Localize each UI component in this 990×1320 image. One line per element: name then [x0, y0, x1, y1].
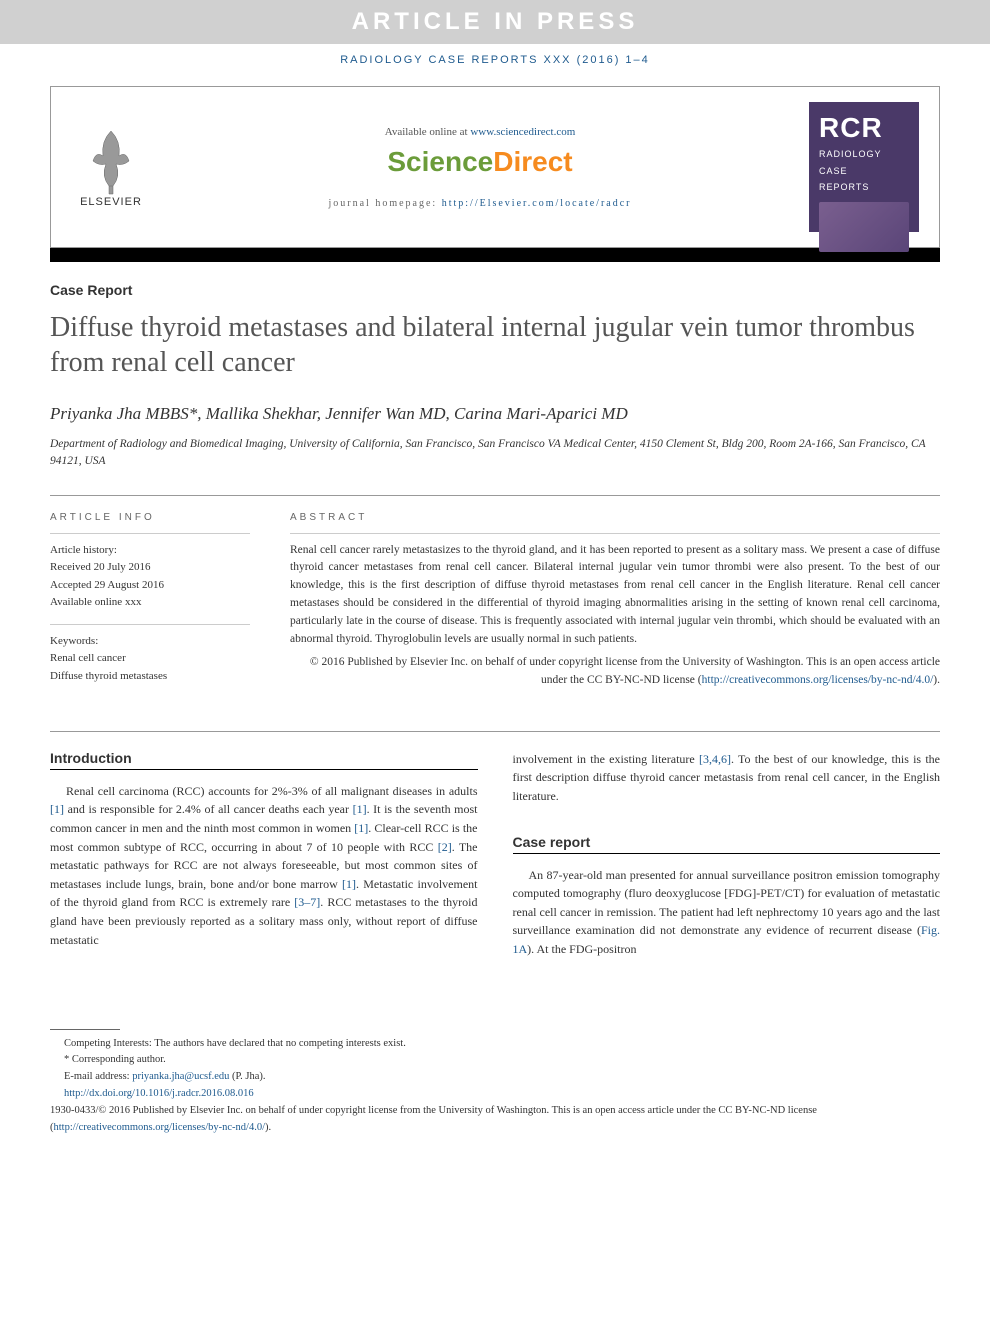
authors-list: Priyanka Jha MBBS*, Mallika Shekhar, Jen… [50, 404, 940, 424]
rcr-acronym: RCR [819, 112, 909, 144]
header-center: Available online at www.sciencedirect.co… [151, 126, 809, 209]
citation-3[interactable]: [1] [354, 821, 368, 835]
page-footer: Competing Interests: The authors have de… [0, 1029, 990, 1167]
rcr-line2: CASE [819, 165, 909, 178]
accepted-date: Accepted 29 August 2016 [50, 577, 250, 595]
article-in-press-banner: ARTICLE IN PRESS [0, 0, 990, 44]
homepage-link[interactable]: http://Elsevier.com/locate/radcr [442, 198, 632, 209]
email-line: E-mail address: priyanka.jha@ucsf.edu (P… [50, 1069, 940, 1086]
introduction-heading: Introduction [50, 750, 478, 770]
sd-direct-text: Direct [493, 146, 572, 177]
available-date: Available online xxx [50, 594, 250, 612]
corresponding-author: * Corresponding author. [50, 1052, 940, 1069]
elsevier-text: ELSEVIER [71, 196, 151, 208]
keyword-1: Renal cell cancer [50, 650, 250, 668]
case-report-heading: Case report [513, 834, 941, 854]
doi-link[interactable]: http://dx.doi.org/10.1016/j.radcr.2016.0… [50, 1086, 940, 1103]
received-date: Received 20 July 2016 [50, 559, 250, 577]
abstract-column: ABSTRACT Renal cell cancer rarely metast… [290, 512, 940, 701]
case-text-2: ). At the FDG-positron [527, 942, 636, 956]
body-two-columns: Introduction Renal cell carcinoma (RCC) … [50, 731, 940, 959]
article-type: Case Report [50, 282, 940, 298]
intro-text-2: and is responsible for 2.4% of all cance… [64, 802, 353, 816]
case-report-paragraph: An 87-year-old man presented for annual … [513, 866, 941, 959]
citation-5[interactable]: [1] [342, 877, 356, 891]
competing-interests: Competing Interests: The authors have de… [50, 1036, 940, 1053]
article-history-section: Article history: Received 20 July 2016 A… [50, 533, 250, 612]
copyright-close: ). [933, 674, 940, 686]
citation-2[interactable]: [1] [353, 802, 367, 816]
elsevier-logo: ELSEVIER [71, 126, 151, 208]
abstract-body: Renal cell cancer rarely metastasizes to… [290, 533, 940, 689]
case-text-1: An 87-year-old man presented for annual … [513, 868, 941, 938]
col2-text-1: involvement in the existing literature [513, 752, 699, 766]
issn-copyright: 1930-0433/© 2016 Published by Elsevier I… [50, 1103, 940, 1137]
email-suffix: (P. Jha). [229, 1071, 265, 1082]
issn-close: ). [265, 1122, 271, 1133]
rcr-line3: REPORTS [819, 181, 909, 194]
sd-science-text: Science [387, 146, 493, 177]
rcr-journal-logo: RCR RADIOLOGY CASE REPORTS [809, 102, 919, 232]
sciencedirect-link[interactable]: www.sciencedirect.com [470, 126, 575, 138]
citation-1[interactable]: [1] [50, 802, 64, 816]
right-column: involvement in the existing literature [… [513, 750, 941, 959]
affiliation: Department of Radiology and Biomedical I… [50, 436, 940, 471]
left-column: Introduction Renal cell carcinoma (RCC) … [50, 750, 478, 959]
citation-6[interactable]: [3–7] [294, 895, 320, 909]
journal-reference: RADIOLOGY CASE REPORTS XXX (2016) 1–4 [0, 44, 990, 76]
cc-license-link[interactable]: http://creativecommons.org/licenses/by-n… [702, 674, 934, 686]
available-label: Available online at [385, 126, 471, 138]
intro-text-1: Renal cell carcinoma (RCC) accounts for … [66, 784, 478, 798]
header-divider-bar [50, 248, 940, 262]
keywords-label: Keywords: [50, 633, 250, 651]
keywords-section: Keywords: Renal cell cancer Diffuse thyr… [50, 624, 250, 686]
citation-4[interactable]: [2] [438, 840, 452, 854]
footer-divider [50, 1029, 120, 1030]
email-label: E-mail address: [64, 1071, 132, 1082]
journal-homepage: journal homepage: http://Elsevier.com/lo… [151, 198, 809, 209]
history-label: Article history: [50, 542, 250, 560]
publisher-header: ELSEVIER Available online at www.science… [50, 86, 940, 248]
rcr-line1: RADIOLOGY [819, 148, 909, 161]
rcr-cover-image [819, 202, 909, 252]
abstract-copyright: © 2016 Published by Elsevier Inc. on beh… [290, 654, 940, 689]
keyword-2: Diffuse thyroid metastases [50, 668, 250, 686]
citation-7[interactable]: [3,4,6] [699, 752, 731, 766]
introduction-paragraph: Renal cell carcinoma (RCC) accounts for … [50, 782, 478, 949]
info-abstract-row: ARTICLE INFO Article history: Received 2… [50, 495, 940, 701]
abstract-text: Renal cell cancer rarely metastasizes to… [290, 542, 940, 649]
available-online-text: Available online at www.sciencedirect.co… [151, 126, 809, 138]
homepage-label: journal homepage: [329, 198, 442, 209]
article-info-column: ARTICLE INFO Article history: Received 2… [50, 512, 250, 701]
article-title: Diffuse thyroid metastases and bilateral… [50, 310, 940, 380]
footer-cc-link[interactable]: http://creativecommons.org/licenses/by-n… [54, 1122, 266, 1133]
sciencedirect-logo: ScienceDirect [151, 146, 809, 178]
intro-continuation: involvement in the existing literature [… [513, 750, 941, 806]
author-email-link[interactable]: priyanka.jha@ucsf.edu [132, 1071, 229, 1082]
article-content: Case Report Diffuse thyroid metastases a… [0, 262, 990, 979]
abstract-heading: ABSTRACT [290, 512, 940, 523]
article-info-heading: ARTICLE INFO [50, 512, 250, 523]
elsevier-tree-icon [81, 126, 141, 196]
